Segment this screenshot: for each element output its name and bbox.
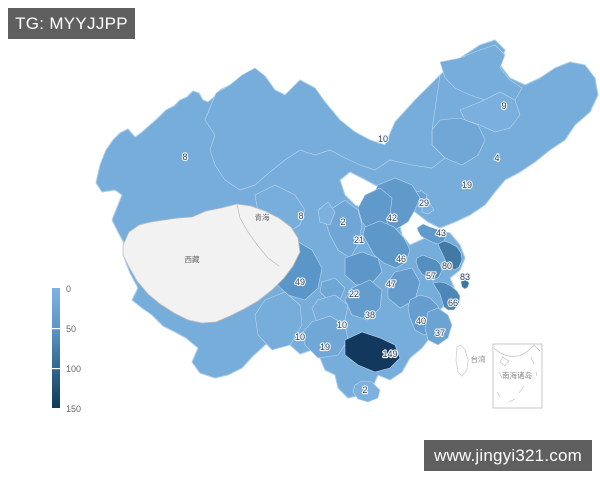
svg-text:2: 2 bbox=[340, 217, 345, 227]
svg-text:南海诸岛: 南海诸岛 bbox=[502, 370, 532, 380]
svg-text:19: 19 bbox=[320, 342, 330, 352]
svg-text:149: 149 bbox=[382, 349, 397, 359]
svg-text:46: 46 bbox=[396, 254, 406, 264]
svg-text:66: 66 bbox=[448, 298, 458, 308]
svg-text:57: 57 bbox=[426, 271, 436, 281]
svg-text:42: 42 bbox=[387, 213, 397, 223]
svg-text:22: 22 bbox=[349, 289, 359, 299]
svg-text:83: 83 bbox=[460, 272, 470, 282]
svg-text:台湾: 台湾 bbox=[471, 354, 486, 364]
svg-text:100: 100 bbox=[66, 364, 81, 374]
svg-text:4: 4 bbox=[494, 153, 499, 163]
svg-text:47: 47 bbox=[386, 279, 396, 289]
svg-text:2: 2 bbox=[362, 385, 367, 395]
svg-text:西藏: 西藏 bbox=[185, 254, 200, 264]
svg-text:50: 50 bbox=[66, 324, 76, 334]
svg-text:8: 8 bbox=[298, 211, 303, 221]
svg-text:8: 8 bbox=[182, 152, 187, 162]
svg-text:38: 38 bbox=[365, 310, 375, 320]
svg-text:10: 10 bbox=[337, 320, 347, 330]
svg-text:10: 10 bbox=[378, 134, 388, 144]
svg-text:19: 19 bbox=[462, 180, 472, 190]
svg-text:21: 21 bbox=[354, 235, 364, 245]
svg-text:29: 29 bbox=[419, 198, 429, 208]
svg-text:43: 43 bbox=[436, 228, 446, 238]
svg-text:0: 0 bbox=[66, 284, 71, 294]
svg-text:80: 80 bbox=[442, 261, 452, 271]
svg-text:49: 49 bbox=[295, 277, 305, 287]
svg-text:10: 10 bbox=[295, 332, 305, 342]
svg-text:青海: 青海 bbox=[255, 212, 270, 222]
svg-text:40: 40 bbox=[416, 316, 426, 326]
svg-text:9: 9 bbox=[501, 101, 506, 111]
svg-text:37: 37 bbox=[435, 328, 445, 338]
svg-text:150: 150 bbox=[66, 404, 81, 414]
